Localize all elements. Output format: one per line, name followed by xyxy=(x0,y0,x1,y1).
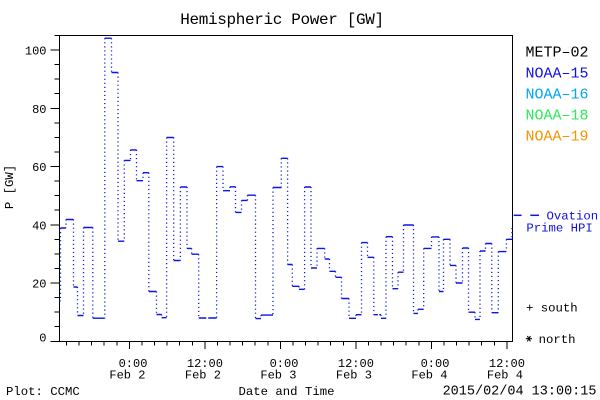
svg-text:Feb 2: Feb 2 xyxy=(185,369,221,383)
svg-text:40: 40 xyxy=(32,220,46,234)
svg-text:60: 60 xyxy=(32,161,46,175)
svg-text:2015/02/04 13:00:15: 2015/02/04 13:00:15 xyxy=(443,385,597,400)
svg-text:NOAA–18: NOAA–18 xyxy=(526,108,589,125)
svg-text:0: 0 xyxy=(39,332,46,346)
svg-text:0:00: 0:00 xyxy=(111,357,147,371)
svg-text:NOAA–15: NOAA–15 xyxy=(526,66,589,83)
svg-text:P [GW]: P [GW] xyxy=(3,165,17,209)
svg-text:12:00: 12:00 xyxy=(489,357,525,371)
svg-text:Feb 4: Feb 4 xyxy=(411,369,447,383)
svg-text:Hemispheric Power [GW]: Hemispheric Power [GW] xyxy=(180,11,384,29)
svg-text:20: 20 xyxy=(32,278,46,292)
svg-text:12:00: 12:00 xyxy=(187,357,223,371)
svg-text:100: 100 xyxy=(25,45,47,59)
svg-text:0:00: 0:00 xyxy=(262,357,298,371)
svg-text:Feb 3: Feb 3 xyxy=(336,369,372,383)
svg-text:METP–02: METP–02 xyxy=(526,45,589,62)
svg-text:Prime HPI: Prime HPI xyxy=(526,221,592,235)
svg-text:NOAA–19: NOAA–19 xyxy=(526,129,589,146)
svg-text:Ovation: Ovation xyxy=(547,210,599,224)
svg-text:Feb 4: Feb 4 xyxy=(487,369,523,383)
svg-text:12:00: 12:00 xyxy=(338,357,374,371)
svg-text:north: north xyxy=(539,333,576,347)
svg-text:Feb 2: Feb 2 xyxy=(109,369,145,383)
svg-text:Date and Time: Date and Time xyxy=(239,385,335,399)
svg-text:80: 80 xyxy=(32,103,46,117)
svg-text:Plot: CCMC: Plot: CCMC xyxy=(6,385,80,399)
svg-text:0:00: 0:00 xyxy=(413,357,449,371)
svg-text:Feb 3: Feb 3 xyxy=(260,369,296,383)
svg-text:+ south: + south xyxy=(526,302,578,316)
svg-text:NOAA–16: NOAA–16 xyxy=(526,87,589,104)
